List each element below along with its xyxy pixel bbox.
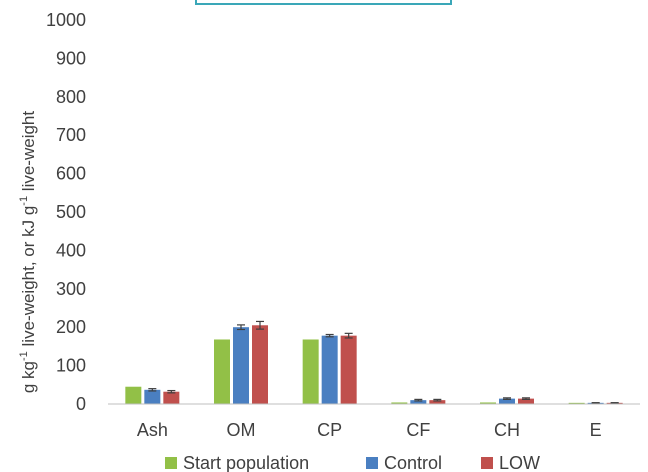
- y-axis-ticks: 0 100 200 300 400 500 600 700 800 900 1000: [46, 10, 86, 414]
- legend: Start population Control LOW: [165, 453, 540, 472]
- bar: [340, 335, 357, 404]
- y-tick-label: 900: [56, 48, 86, 68]
- x-axis-ticks: Ash OM CP CF CH E: [137, 420, 602, 440]
- legend-swatch: [165, 457, 177, 469]
- bar: [518, 398, 534, 404]
- y-tick-label: 700: [56, 125, 86, 145]
- bar: [214, 339, 230, 404]
- legend-label: Start population: [183, 453, 309, 472]
- bar: [233, 327, 249, 404]
- bar: [321, 335, 338, 404]
- legend-label: Control: [384, 453, 442, 472]
- bar: [391, 402, 408, 404]
- bar: [125, 386, 142, 404]
- bar: [410, 400, 427, 404]
- y-tick-label: 800: [56, 87, 86, 107]
- y-axis-label: g kg-1 live-weight, or kJ g-1 live-weigh…: [18, 111, 38, 394]
- y-tick-label: 300: [56, 279, 86, 299]
- bar: [499, 398, 515, 404]
- bars: [125, 320, 623, 404]
- bar: [252, 325, 268, 404]
- legend-swatch: [481, 457, 493, 469]
- bar: [163, 391, 180, 404]
- bar: [302, 339, 319, 404]
- bar: [480, 402, 496, 404]
- x-tick-label: CP: [317, 420, 342, 440]
- bar: [568, 402, 585, 404]
- title-box-fragment: [195, 0, 452, 5]
- y-tick-label: 200: [56, 317, 86, 337]
- legend-label: LOW: [499, 453, 540, 472]
- y-tick-label: 100: [56, 356, 86, 376]
- x-tick-label: Ash: [137, 420, 168, 440]
- y-tick-label: 1000: [46, 10, 86, 30]
- x-tick-label: CF: [406, 420, 430, 440]
- y-tick-label: 0: [76, 394, 86, 414]
- bar: [144, 389, 161, 404]
- x-tick-label: E: [590, 420, 602, 440]
- y-tick-label: 500: [56, 202, 86, 222]
- legend-swatch: [366, 457, 378, 469]
- bar: [429, 400, 446, 404]
- x-tick-label: OM: [227, 420, 256, 440]
- y-tick-label: 600: [56, 164, 86, 184]
- x-tick-label: CH: [494, 420, 520, 440]
- y-tick-label: 400: [56, 240, 86, 260]
